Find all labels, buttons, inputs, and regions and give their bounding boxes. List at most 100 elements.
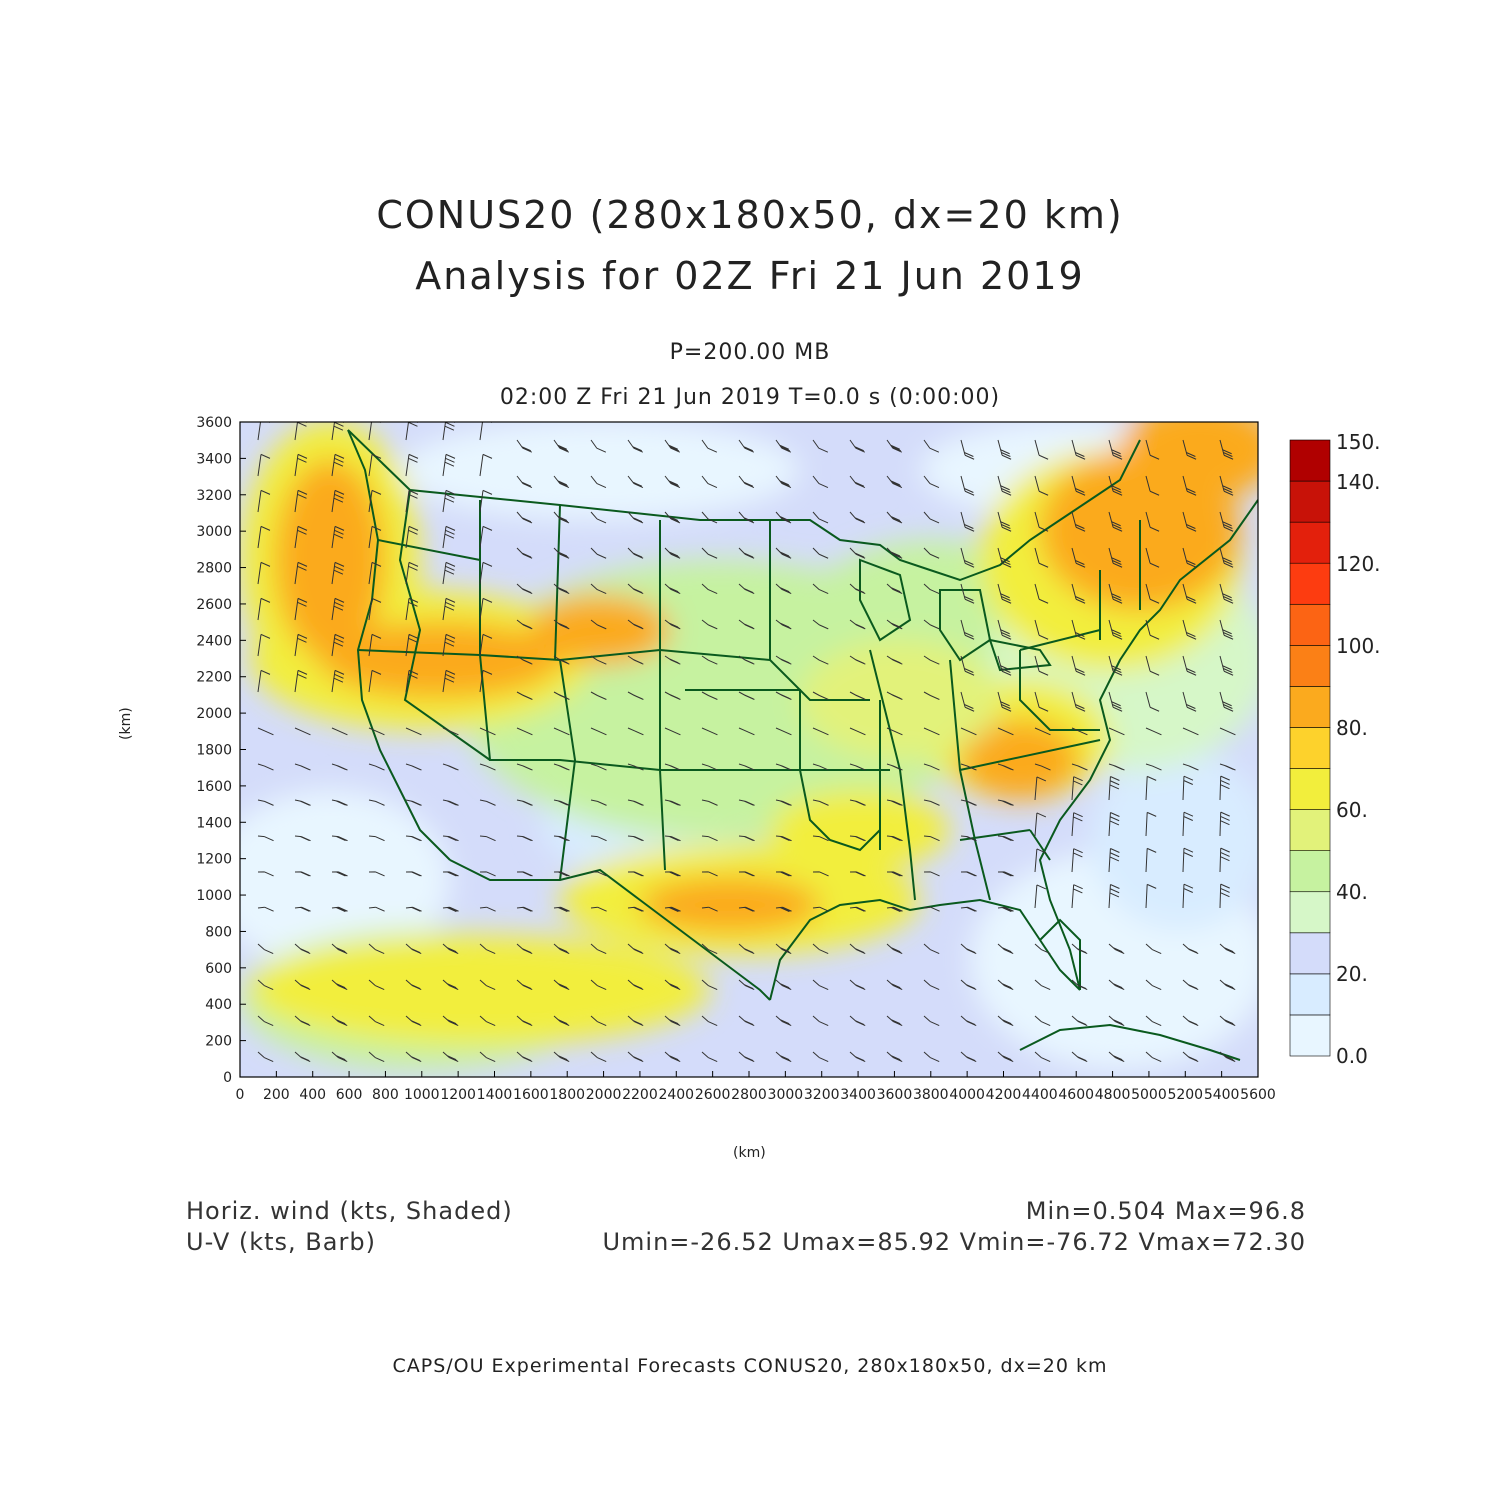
- colorbar-segment: [1289, 768, 1331, 810]
- wind-barb: [664, 871, 681, 877]
- wind-barb: [849, 439, 866, 453]
- wind-barb: [442, 799, 459, 806]
- barb-field-label: U-V (kts, Barb): [186, 1228, 376, 1256]
- wind-barb: [331, 633, 345, 657]
- wind-barb: [1182, 583, 1197, 604]
- wind-barb: [1034, 511, 1049, 532]
- y-tick-label: 2800: [196, 561, 232, 577]
- colorbar-segment: [1289, 439, 1331, 482]
- y-axis-label: (km): [118, 707, 134, 740]
- wind-barb: [368, 943, 385, 955]
- wind-barb: [775, 1015, 792, 1026]
- wind-barb: [1145, 547, 1160, 568]
- wind-barb: [775, 547, 792, 559]
- wind-barb: [1145, 883, 1157, 909]
- wind-barb: [849, 799, 866, 806]
- wind-barb: [664, 511, 681, 524]
- wind-barb: [1182, 1015, 1199, 1026]
- wind-barb: [331, 871, 348, 877]
- wind-barb: [516, 655, 533, 665]
- wind-barb: [664, 439, 681, 453]
- wind-barb: [257, 453, 271, 477]
- wind-barb: [479, 835, 496, 842]
- wind-barb: [516, 727, 533, 736]
- wind-barb: [294, 633, 308, 657]
- wind-barb: [1108, 776, 1120, 801]
- wind-barb: [590, 763, 607, 771]
- wind-barb: [590, 475, 607, 489]
- wind-barb: [812, 871, 829, 877]
- wind-barb: [775, 871, 792, 877]
- wind-barb: [812, 943, 829, 955]
- wind-barb: [1108, 511, 1123, 532]
- wind-barb: [405, 453, 419, 477]
- x-tick-label: 1800: [549, 1087, 585, 1103]
- wind-barb: [664, 475, 681, 489]
- wind-barb: [997, 619, 1012, 640]
- wind-barb: [738, 691, 755, 700]
- wind-barb: [775, 619, 792, 630]
- wind-barb: [516, 763, 533, 771]
- wind-barb: [1034, 943, 1051, 955]
- wind-barb: [479, 561, 493, 585]
- wind-barb: [442, 1015, 459, 1026]
- wind-barb: [1219, 547, 1234, 568]
- wind-barb: [849, 906, 866, 912]
- wind-barb: [923, 439, 940, 453]
- wind-barb: [923, 943, 940, 955]
- wind-barb: [294, 561, 308, 585]
- wind-barb: [849, 835, 866, 842]
- wind-barb: [442, 906, 459, 912]
- wind-barb: [923, 583, 940, 595]
- colorbar-label: 120.: [1336, 552, 1381, 576]
- wind-barb: [812, 727, 829, 736]
- colorbar-segment: [1289, 686, 1331, 728]
- wind-barb: [590, 835, 607, 842]
- wind-barb: [701, 655, 718, 665]
- wind-barb: [664, 1015, 681, 1026]
- wind-barb: [553, 943, 570, 955]
- wind-barb: [405, 561, 419, 585]
- wind-barb: [923, 655, 940, 665]
- wind-barb: [1145, 511, 1160, 532]
- wind-barb: [516, 511, 533, 524]
- x-tick-label: 4400: [1022, 1087, 1058, 1103]
- wind-barb: [701, 979, 718, 991]
- x-tick-label: 2800: [731, 1087, 767, 1103]
- wind-barb: [997, 943, 1014, 955]
- wind-barb: [553, 691, 570, 700]
- colorbar-label: 80.: [1336, 716, 1368, 740]
- wind-barb: [516, 906, 533, 912]
- wind-barb: [479, 1015, 496, 1026]
- plot-title-line2: Analysis for 02Z Fri 21 Jun 2019: [415, 254, 1085, 298]
- wind-barb: [1219, 619, 1234, 640]
- wind-barb: [368, 871, 385, 877]
- wind-barb: [738, 511, 755, 524]
- wind-barb: [294, 835, 311, 842]
- wind-barb: [738, 583, 755, 595]
- wind-barb: [664, 835, 681, 842]
- wind-barb: [442, 979, 459, 991]
- wind-barb: [701, 835, 718, 842]
- y-tick-label: 2600: [196, 597, 232, 613]
- wind-barb: [849, 1015, 866, 1026]
- x-tick-label: 2200: [622, 1087, 658, 1103]
- wind-barb: [886, 583, 903, 595]
- wind-barb: [1034, 583, 1049, 604]
- wind-barb: [1071, 475, 1086, 496]
- wind-barb: [960, 727, 977, 736]
- wind-barb: [479, 489, 493, 513]
- wind-barb: [627, 439, 644, 453]
- wind-barb: [1145, 583, 1160, 604]
- wind-barb: [775, 511, 792, 524]
- wind-barb: [553, 511, 570, 524]
- wind-barb: [331, 1015, 348, 1026]
- wind-barb: [257, 979, 274, 991]
- wind-barb: [442, 633, 456, 657]
- wind-barb: [331, 453, 345, 477]
- wind-barb: [664, 655, 681, 665]
- wind-barb: [1034, 1051, 1051, 1062]
- wind-barb: [1145, 691, 1160, 712]
- wind-barb: [553, 439, 570, 453]
- wind-barb: [886, 727, 903, 736]
